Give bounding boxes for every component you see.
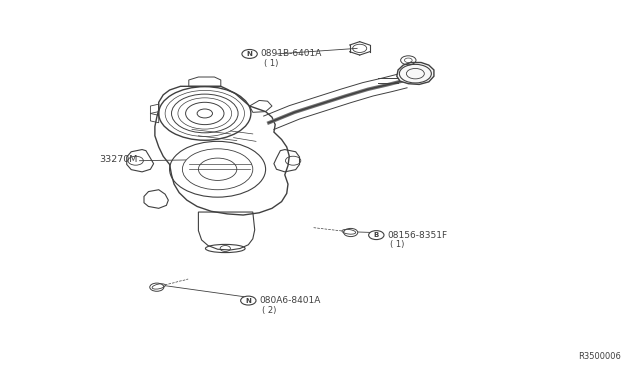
Text: 080A6-8401A: 080A6-8401A — [259, 296, 321, 305]
Text: B: B — [374, 232, 379, 238]
Text: 0891B-6401A: 0891B-6401A — [260, 49, 322, 58]
Circle shape — [241, 296, 256, 305]
Circle shape — [344, 228, 358, 237]
Text: N: N — [246, 51, 253, 57]
Circle shape — [150, 283, 164, 291]
Text: ( 2): ( 2) — [262, 306, 276, 315]
Circle shape — [242, 49, 257, 58]
Text: ( 1): ( 1) — [264, 59, 278, 68]
Text: R3500006: R3500006 — [578, 352, 621, 361]
Polygon shape — [397, 62, 434, 84]
Text: N: N — [245, 298, 252, 304]
Text: 33270M: 33270M — [99, 155, 138, 164]
Text: 08156-8351F: 08156-8351F — [387, 231, 447, 240]
Text: ( 1): ( 1) — [390, 240, 404, 249]
Circle shape — [369, 231, 384, 240]
